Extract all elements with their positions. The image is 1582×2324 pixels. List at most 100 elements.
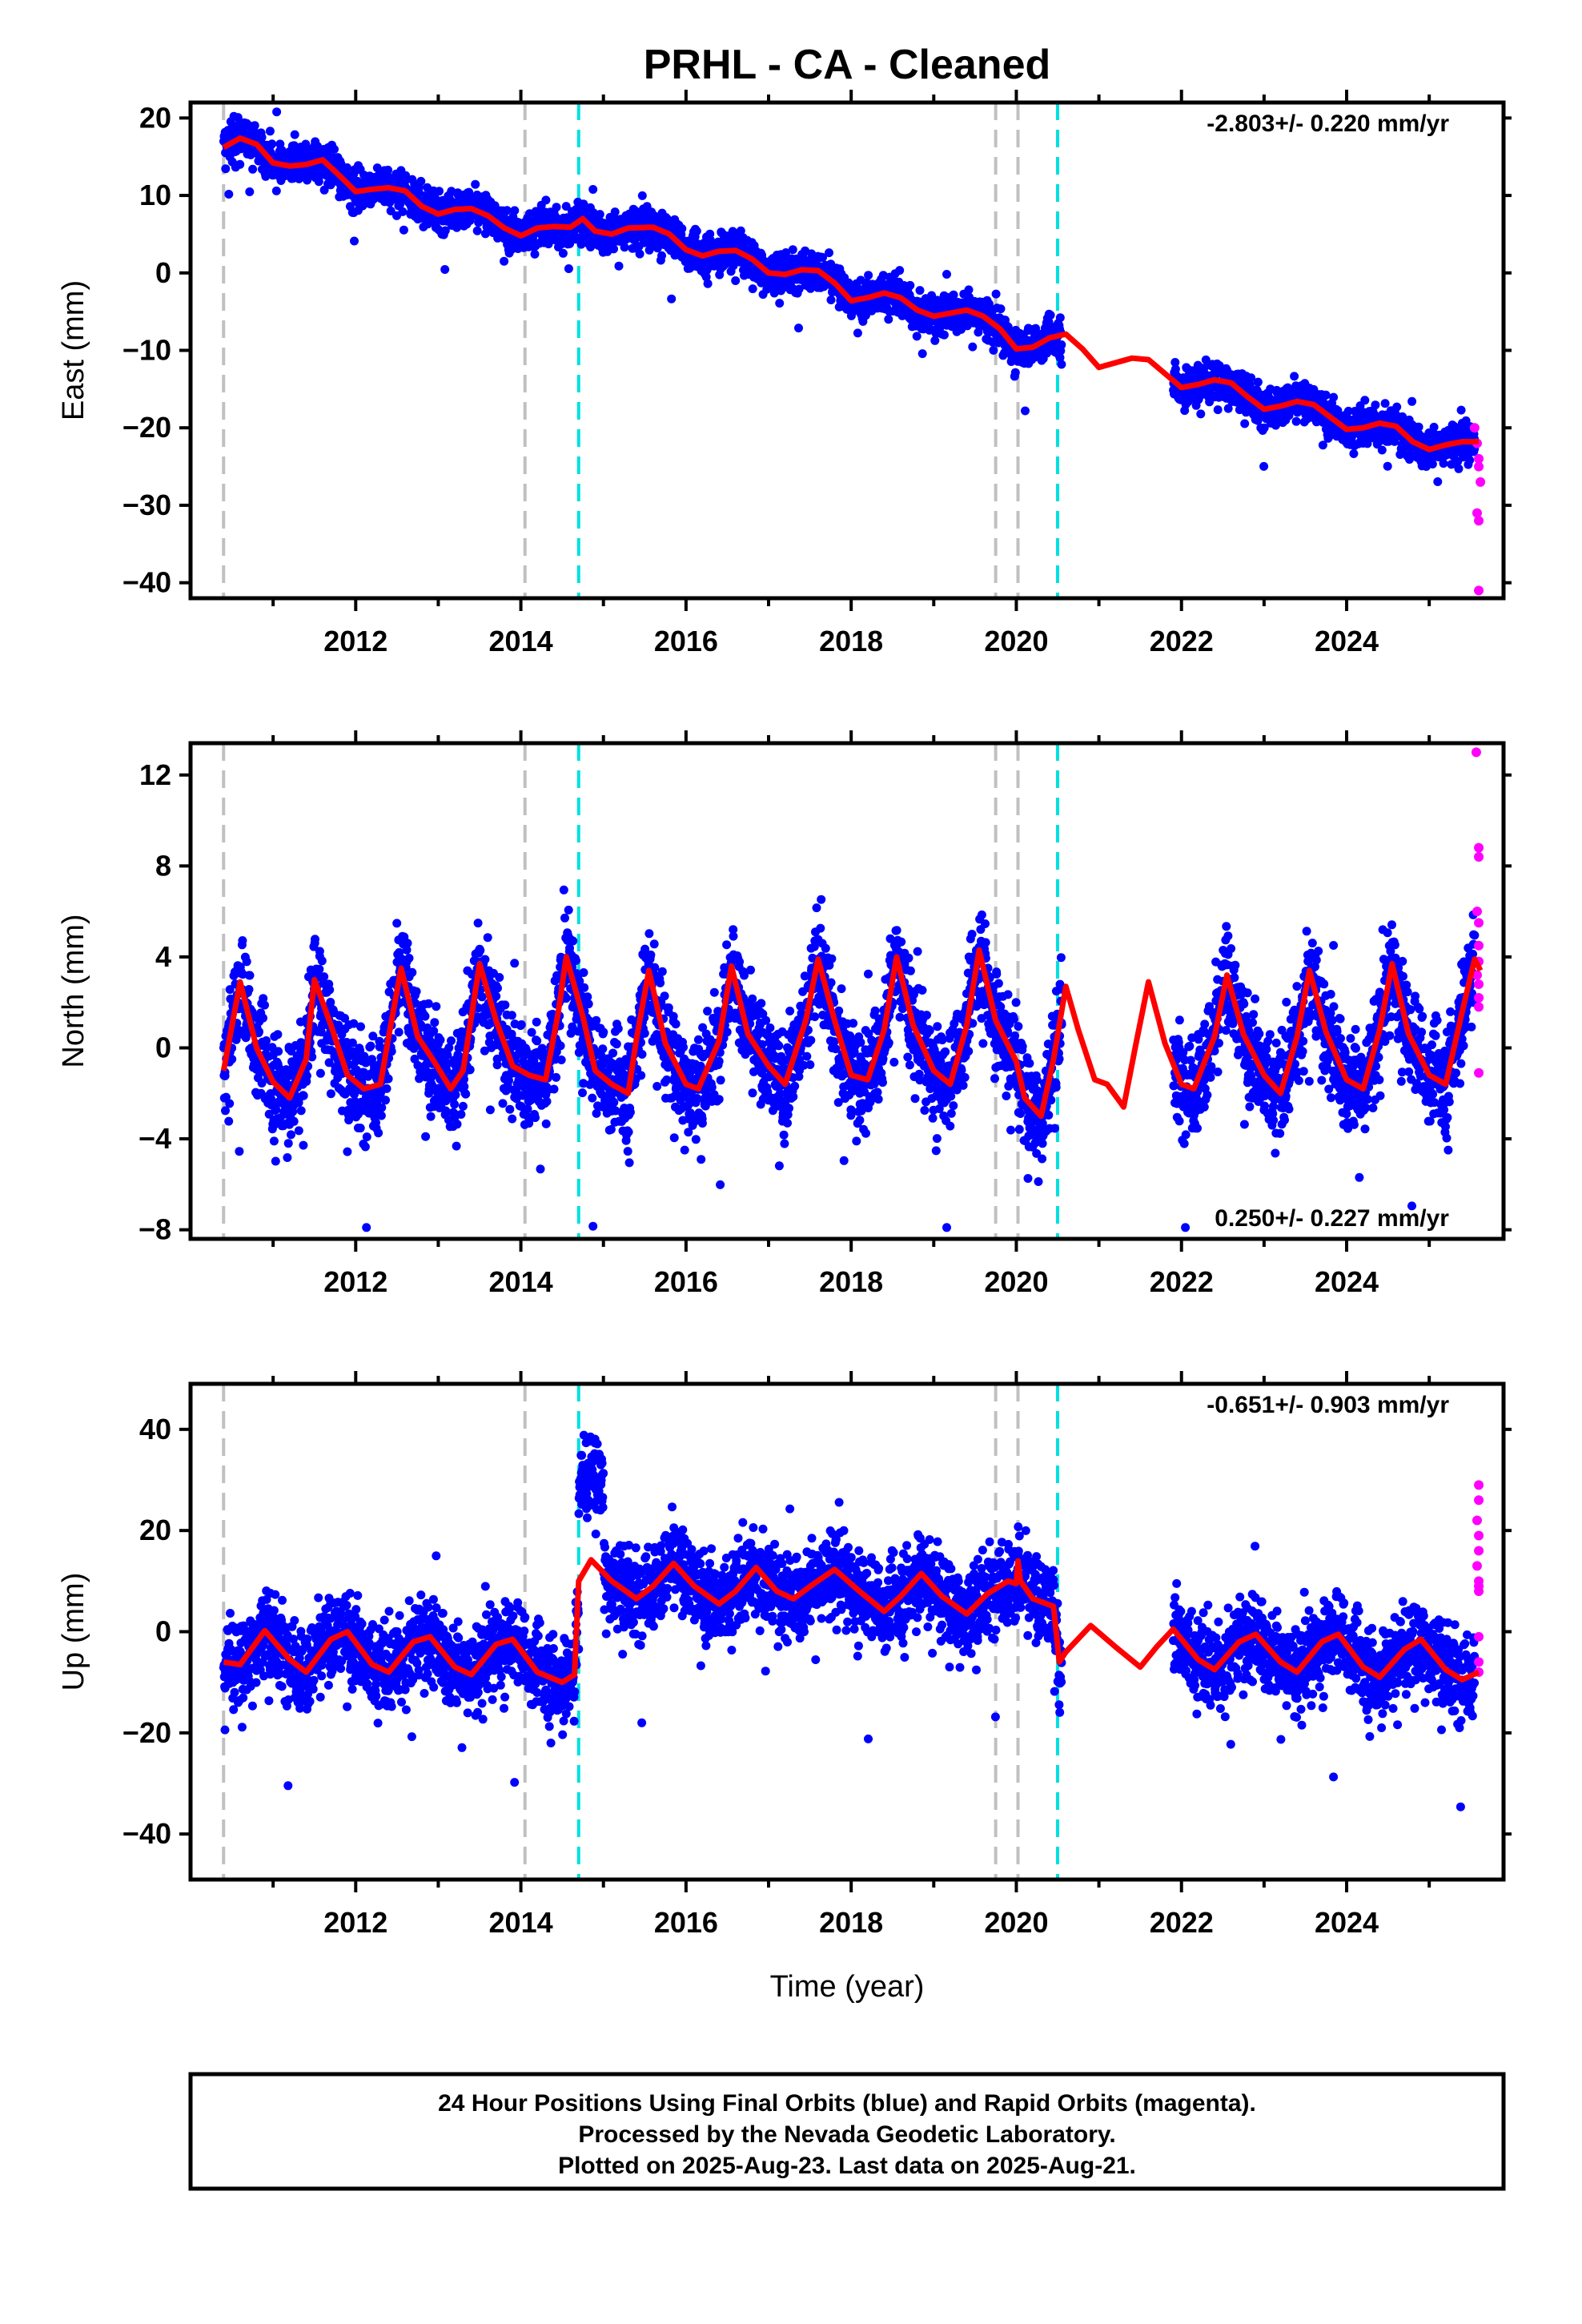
data-point [703, 279, 713, 288]
data-point [471, 179, 480, 189]
data-point [386, 206, 396, 215]
data-point [381, 1096, 390, 1105]
data-point [1253, 377, 1263, 387]
data-point [392, 919, 402, 928]
data-point [315, 1068, 325, 1078]
data-point [362, 1223, 371, 1232]
data-point [1290, 372, 1299, 381]
x-tick-label: 2018 [819, 625, 883, 657]
data-point [238, 936, 247, 945]
data-point [271, 1156, 280, 1166]
data-point [267, 139, 277, 149]
y-axis-label: East (mm) [57, 280, 90, 420]
data-point [326, 1089, 335, 1099]
rapid-orbit-point [1474, 585, 1484, 596]
data-point [424, 999, 433, 1008]
data-point [825, 248, 833, 258]
data-point [317, 956, 327, 966]
data-point [315, 964, 324, 974]
data-point [991, 289, 1001, 299]
data-point [530, 249, 540, 259]
data-point [289, 1116, 299, 1126]
data-point [299, 1091, 308, 1100]
data-point [271, 186, 281, 195]
data-point [864, 271, 873, 280]
data-point [362, 1132, 371, 1142]
data-point [224, 190, 234, 199]
data-point [912, 332, 921, 341]
data-point [376, 1111, 386, 1120]
data-point [408, 967, 417, 977]
data-point [326, 998, 335, 1007]
velocity-annotation: -2.803+/- 0.220 mm/yr [1207, 111, 1449, 137]
x-tick-label: 2022 [1150, 625, 1214, 657]
data-point [1349, 449, 1359, 458]
data-point [404, 954, 414, 963]
data-point [558, 248, 568, 258]
data-point [273, 1030, 283, 1039]
data-point [221, 164, 231, 174]
data-point [917, 349, 927, 359]
data-point [330, 144, 339, 154]
data-point [355, 1124, 365, 1133]
x-tick-label: 2016 [654, 625, 718, 657]
y-tick-label: −30 [122, 489, 171, 521]
data-point [1259, 461, 1269, 471]
data-point [609, 244, 618, 254]
rapid-orbit-point [1474, 516, 1484, 526]
data-point [1427, 460, 1437, 468]
data-point [939, 330, 949, 340]
y-tick-label: 0 [155, 256, 171, 289]
data-point [968, 342, 978, 352]
data-point [274, 1047, 283, 1056]
data-point [748, 284, 757, 294]
data-point [905, 280, 915, 290]
data-point [383, 165, 393, 175]
data-point [692, 227, 701, 236]
data-point [311, 935, 319, 944]
data-point [1392, 402, 1402, 412]
data-point [245, 187, 255, 196]
data-point [260, 1000, 269, 1010]
data-point [541, 195, 551, 205]
data-point [356, 1022, 365, 1031]
data-point [942, 270, 951, 279]
data-point [667, 294, 677, 304]
data-point [430, 1018, 440, 1027]
data-point [296, 1106, 306, 1116]
data-point [412, 987, 421, 996]
data-point [1380, 399, 1390, 408]
data-point [1057, 360, 1066, 369]
rapid-orbit-point [1474, 461, 1484, 472]
data-point [677, 224, 687, 233]
data-point [366, 1041, 375, 1051]
chart-title: PRHL - CA - Cleaned [644, 42, 1051, 88]
data-point [224, 1116, 234, 1126]
rapid-orbit-point [1476, 476, 1486, 487]
data-point [510, 206, 520, 215]
data-point [383, 1074, 393, 1084]
data-point [225, 1099, 235, 1108]
data-point [242, 957, 251, 967]
data-point [248, 164, 258, 174]
data-point [1055, 313, 1065, 323]
data-point [657, 251, 666, 260]
x-tick-label: 2014 [489, 625, 553, 657]
data-point [794, 324, 803, 333]
data-point [552, 203, 561, 212]
data-point [269, 1136, 279, 1146]
data-point [435, 187, 444, 196]
data-point [272, 107, 282, 117]
data-point [360, 1142, 370, 1152]
data-point [1433, 477, 1443, 486]
data-point [775, 299, 785, 308]
data-point [403, 939, 412, 948]
data-point [290, 130, 299, 139]
data-point [377, 1103, 387, 1112]
data-point [350, 236, 359, 246]
data-point [1407, 396, 1417, 406]
data-point [1360, 396, 1370, 405]
data-point [1046, 311, 1055, 320]
data-point [989, 345, 998, 355]
